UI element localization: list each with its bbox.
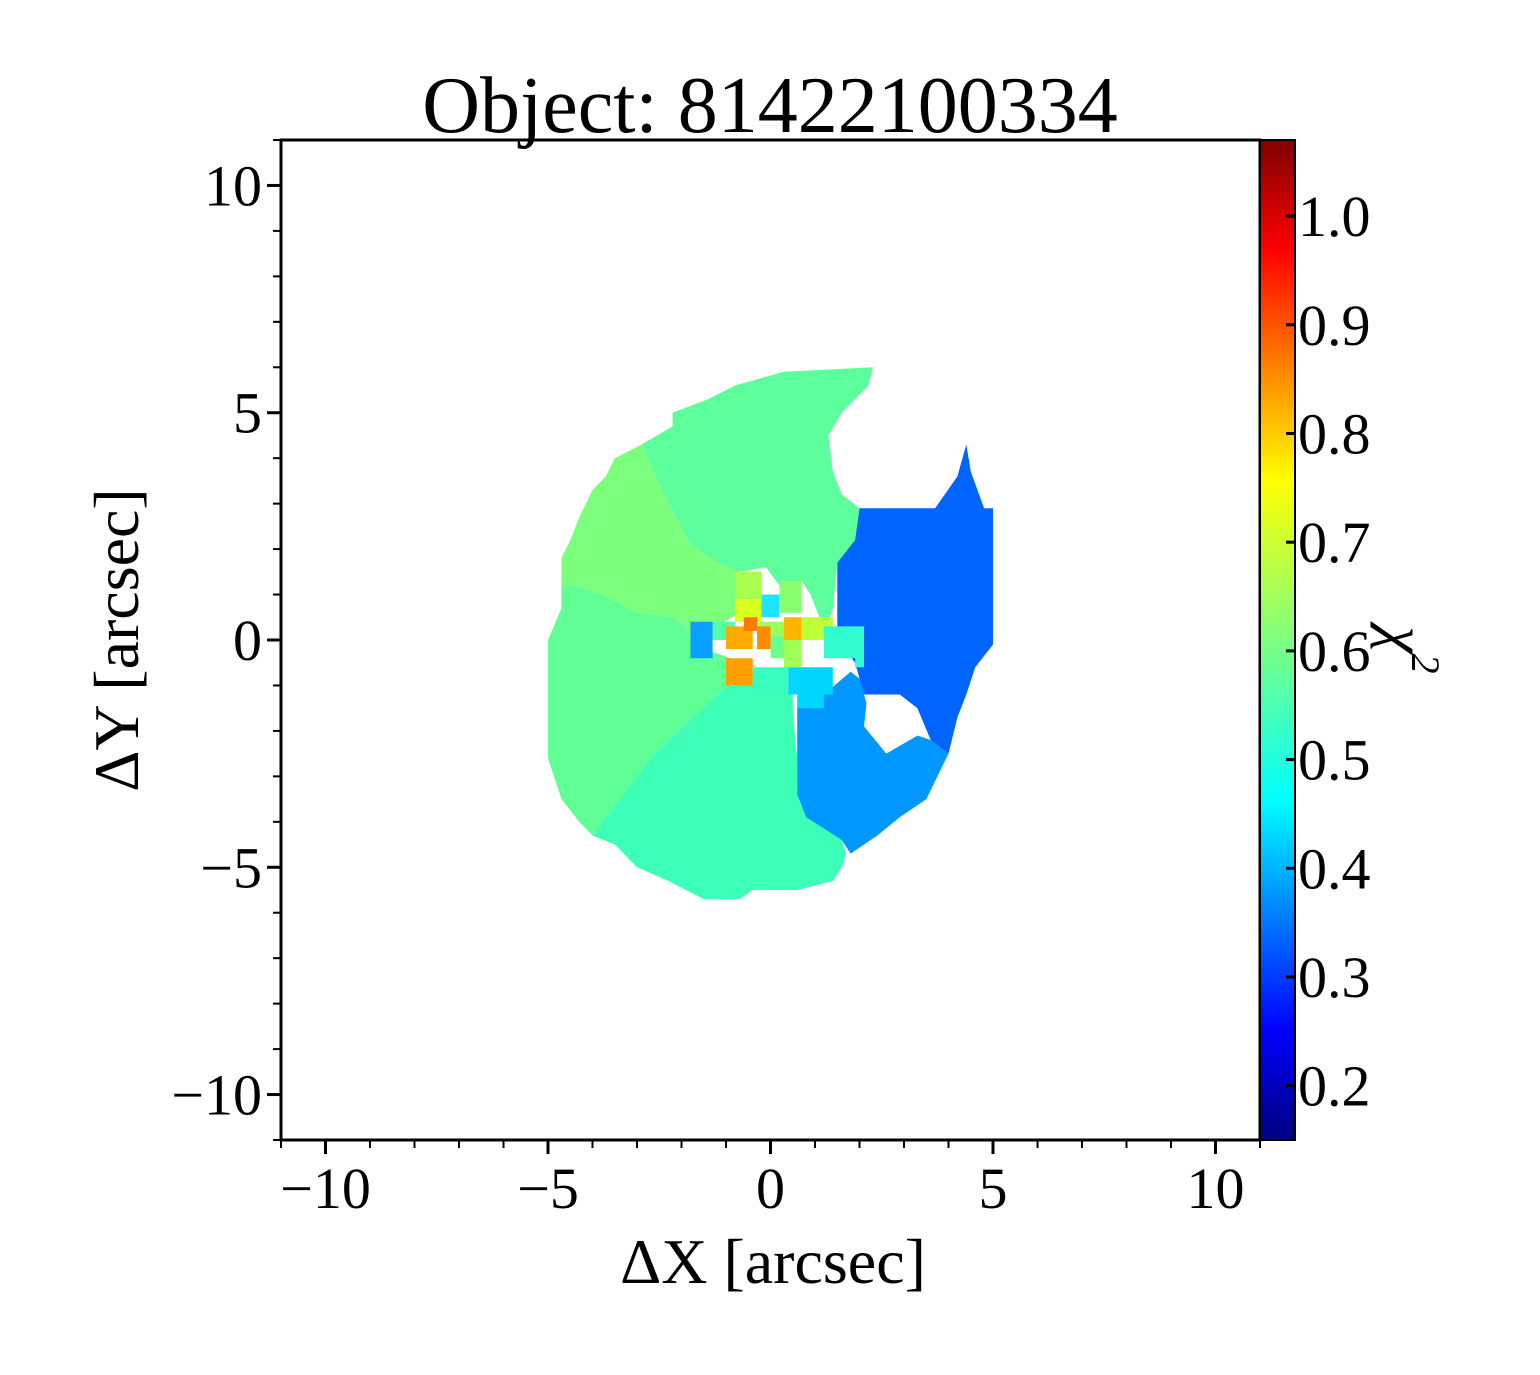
colorbar-tick-label: 0.5 (1298, 728, 1371, 793)
region-north (641, 367, 873, 622)
x-axis-label: ΔX [arcsec] (620, 1226, 926, 1297)
region-center-cell-17 (752, 667, 789, 695)
y-axis-label: ΔY [arcsec] (81, 488, 152, 791)
chart-title: Object: 81422100334 (422, 62, 1117, 150)
colorbar-tick-label: 0.8 (1298, 401, 1371, 466)
region-south (592, 667, 847, 900)
region-north-west (561, 444, 740, 631)
svg-text:χ2: χ2 (1370, 621, 1448, 673)
region-center-cell-15 (823, 626, 864, 668)
y-tick-label: 5 (233, 381, 262, 446)
colorbar-tick-label: 0.3 (1298, 945, 1371, 1010)
x-tick-label: 10 (1187, 1156, 1245, 1221)
region-center-cell-1 (734, 571, 762, 600)
colorbar-label-superscript: 2 (1403, 654, 1448, 674)
region-east-hole (864, 694, 918, 754)
x-tick-label: −10 (280, 1156, 371, 1221)
heatmap-regions (548, 367, 993, 900)
colorbar-tick-label: 0.9 (1298, 293, 1371, 358)
region-center-cell-13 (783, 640, 802, 668)
x-axis-ticks: −10 −5 0 5 10 (280, 1140, 1261, 1221)
region-east (837, 444, 993, 754)
x-tick-label: −5 (517, 1156, 579, 1221)
region-south-east (797, 671, 949, 854)
region-center-cell-14 (770, 635, 784, 659)
region-center-cell-4 (761, 594, 780, 618)
colorbar (1259, 139, 1296, 1141)
colorbar-label-symbol: χ (1370, 621, 1438, 655)
colorbar-tick-label: 0.7 (1298, 510, 1371, 575)
colorbar-ticks: 0.2 0.3 0.4 0.5 0.6 0.7 0.8 0.9 1.0 (1286, 184, 1371, 1119)
x-tick-label: 5 (979, 1156, 1008, 1221)
region-center-cell-7 (690, 621, 713, 659)
region-center-cell-3 (734, 599, 762, 622)
region-center-cell-10 (757, 626, 771, 650)
region-center-cell-11 (783, 617, 802, 640)
y-tick-label: 10 (204, 153, 262, 218)
region-center-cell-8 (726, 626, 753, 650)
y-tick-label: 0 (233, 608, 262, 673)
y-axis-ticks: −10 −5 0 5 10 (171, 139, 281, 1141)
colorbar-tick-label: 0.2 (1298, 1054, 1371, 1119)
region-center-cell-16 (726, 658, 753, 686)
region-center-cell-18 (788, 667, 833, 709)
region-center-cell-2 (779, 580, 802, 613)
y-tick-label: −5 (200, 835, 262, 900)
colorbar-label: χ2 (1370, 621, 1448, 673)
colorbar-tick-label: 1.0 (1298, 184, 1371, 249)
region-center-cell-9 (743, 617, 758, 631)
colorbar-tick-label: 0.4 (1298, 836, 1371, 901)
x-tick-label: 0 (756, 1156, 785, 1221)
y-tick-label: −10 (171, 1063, 262, 1128)
colorbar-tick-label: 0.6 (1298, 619, 1371, 684)
